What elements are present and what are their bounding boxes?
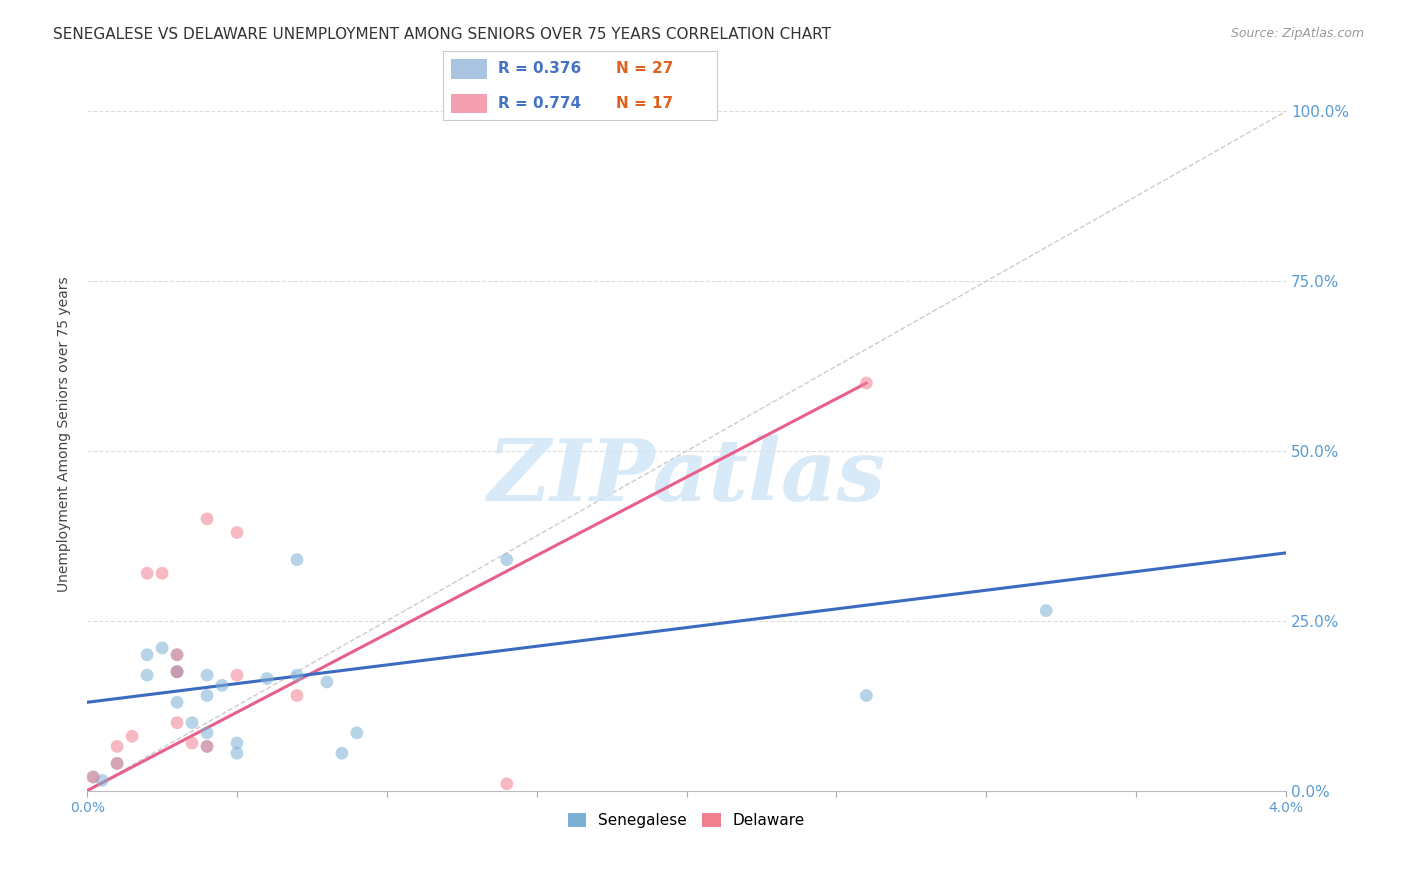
Legend: Senegalese, Delaware: Senegalese, Delaware xyxy=(562,807,811,834)
Text: R = 0.774: R = 0.774 xyxy=(498,95,581,111)
Point xyxy=(181,715,204,730)
Point xyxy=(166,715,188,730)
FancyBboxPatch shape xyxy=(451,59,486,78)
Point xyxy=(330,746,353,760)
Point xyxy=(855,376,877,390)
Point xyxy=(136,566,159,581)
Text: N = 27: N = 27 xyxy=(616,61,673,76)
Point xyxy=(226,736,249,750)
Point xyxy=(166,665,188,679)
Text: ZIPatlas: ZIPatlas xyxy=(488,435,886,518)
Point xyxy=(166,665,188,679)
Text: Source: ZipAtlas.com: Source: ZipAtlas.com xyxy=(1230,27,1364,40)
Text: N = 17: N = 17 xyxy=(616,95,672,111)
Point xyxy=(150,640,173,655)
Point xyxy=(121,729,143,743)
Point xyxy=(855,689,877,703)
Point xyxy=(195,512,218,526)
Point xyxy=(211,678,233,692)
Point xyxy=(82,770,104,784)
Point xyxy=(226,668,249,682)
Point xyxy=(105,739,128,754)
Point xyxy=(105,756,128,771)
Y-axis label: Unemployment Among Seniors over 75 years: Unemployment Among Seniors over 75 years xyxy=(58,277,72,591)
Point xyxy=(1035,604,1057,618)
Text: R = 0.376: R = 0.376 xyxy=(498,61,581,76)
Point xyxy=(285,689,308,703)
Point xyxy=(105,756,128,771)
Point xyxy=(495,552,517,566)
Point xyxy=(82,770,104,784)
Point xyxy=(195,739,218,754)
Point xyxy=(166,648,188,662)
Point xyxy=(195,668,218,682)
Point xyxy=(195,726,218,740)
FancyBboxPatch shape xyxy=(451,94,486,113)
Point xyxy=(495,777,517,791)
Point xyxy=(256,672,278,686)
Point xyxy=(285,552,308,566)
Point xyxy=(150,566,173,581)
Point xyxy=(316,674,339,689)
Point xyxy=(166,695,188,709)
Point xyxy=(226,525,249,540)
Point xyxy=(166,665,188,679)
Point xyxy=(195,689,218,703)
Point xyxy=(166,648,188,662)
Point xyxy=(195,739,218,754)
Point xyxy=(181,736,204,750)
Point xyxy=(226,746,249,760)
Point xyxy=(285,668,308,682)
Point xyxy=(346,726,368,740)
Point xyxy=(136,668,159,682)
Text: SENEGALESE VS DELAWARE UNEMPLOYMENT AMONG SENIORS OVER 75 YEARS CORRELATION CHAR: SENEGALESE VS DELAWARE UNEMPLOYMENT AMON… xyxy=(53,27,831,42)
Point xyxy=(136,648,159,662)
Point xyxy=(91,773,114,788)
